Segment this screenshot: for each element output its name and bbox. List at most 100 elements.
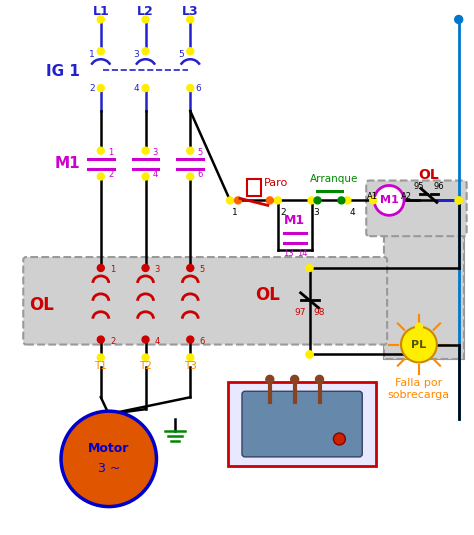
Circle shape [344,197,351,204]
Circle shape [370,197,377,204]
Circle shape [338,197,345,204]
Circle shape [235,197,241,204]
Text: 2: 2 [110,337,115,346]
Text: 5: 5 [178,50,184,59]
Text: 5: 5 [200,265,205,274]
Circle shape [142,16,149,23]
Circle shape [314,197,321,204]
Circle shape [306,351,313,358]
Circle shape [455,197,462,204]
Text: 98: 98 [314,308,325,317]
Circle shape [97,16,104,23]
Circle shape [142,354,149,361]
Circle shape [142,264,149,271]
Text: Motor: Motor [88,442,129,455]
Circle shape [187,48,194,55]
Text: Falla por
sobrecarga: Falla por sobrecarga [388,378,450,400]
Circle shape [291,376,299,383]
Text: 6: 6 [198,170,203,179]
Text: 2: 2 [108,170,113,179]
Text: OL: OL [29,296,54,314]
Text: Arranque: Arranque [310,173,359,184]
Circle shape [142,147,149,154]
Circle shape [455,16,463,24]
Circle shape [97,354,104,361]
Text: 1: 1 [232,208,238,217]
Text: IG 1: IG 1 [46,64,80,79]
Text: M1: M1 [54,156,80,171]
Circle shape [97,147,104,154]
Text: 97: 97 [294,308,305,317]
Circle shape [187,354,194,361]
Text: A2: A2 [401,192,411,201]
Circle shape [97,85,104,91]
Circle shape [374,186,404,215]
Circle shape [401,327,437,362]
Text: Paro: Paro [264,178,288,187]
Circle shape [61,411,156,507]
Circle shape [266,197,273,204]
Circle shape [306,264,313,271]
Circle shape [455,197,462,204]
Polygon shape [384,184,464,360]
Text: 1: 1 [110,265,115,274]
FancyBboxPatch shape [228,383,376,466]
Text: 4: 4 [134,83,139,93]
FancyBboxPatch shape [23,257,387,345]
Circle shape [274,197,281,204]
Circle shape [142,85,149,91]
Circle shape [142,48,149,55]
Circle shape [142,336,149,343]
Text: L3: L3 [182,5,199,18]
Circle shape [306,351,313,358]
Text: PL: PL [411,340,427,349]
Text: 96: 96 [434,182,444,191]
Text: 3: 3 [314,208,319,217]
Text: 3 ~: 3 ~ [98,462,120,475]
Text: 13: 13 [283,249,294,257]
Text: 14: 14 [297,249,308,257]
Text: M1: M1 [380,195,399,205]
Text: 1: 1 [89,50,95,59]
Circle shape [415,323,422,330]
Text: OL: OL [255,286,280,304]
Circle shape [97,264,104,271]
Text: 95: 95 [414,182,424,191]
Circle shape [187,147,194,154]
Text: 4: 4 [155,337,160,346]
Circle shape [187,85,194,91]
Circle shape [97,48,104,55]
Circle shape [308,197,315,204]
Circle shape [187,16,194,23]
Text: 4: 4 [153,170,158,179]
Text: 3: 3 [155,265,160,274]
Circle shape [97,336,104,343]
Text: 6: 6 [195,83,201,93]
Circle shape [266,376,274,383]
Circle shape [187,173,194,180]
Text: L1: L1 [92,5,109,18]
Text: 5: 5 [198,148,203,157]
Text: A1: A1 [367,192,378,201]
Text: T3: T3 [184,362,197,371]
Text: L2: L2 [137,5,154,18]
FancyBboxPatch shape [242,391,362,457]
Text: OL: OL [419,167,439,181]
Circle shape [227,197,234,204]
Text: 4: 4 [349,208,355,217]
Bar [247,179,261,196]
Text: M1: M1 [284,214,305,227]
Circle shape [316,376,323,383]
Circle shape [142,173,149,180]
Text: T2: T2 [139,362,152,371]
FancyBboxPatch shape [366,180,466,236]
Circle shape [187,336,194,343]
Text: 3: 3 [153,148,158,157]
Text: 3: 3 [134,50,139,59]
Text: 2: 2 [89,83,95,93]
Text: T1: T1 [94,362,107,371]
Circle shape [97,173,104,180]
Circle shape [333,433,346,445]
Text: 2: 2 [280,208,285,217]
Polygon shape [26,184,464,360]
